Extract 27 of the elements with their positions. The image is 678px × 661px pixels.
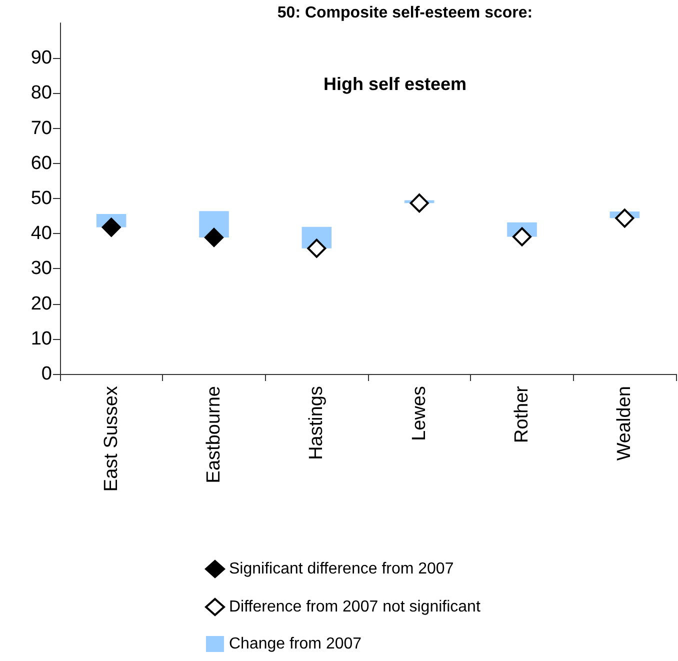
x-tick-label: Hastings: [306, 386, 328, 460]
y-tick-label: 50: [30, 188, 52, 209]
point: [512, 227, 532, 246]
text: High self esteem: [323, 74, 467, 94]
x-tick-label: Lewes: [408, 386, 430, 441]
x-tick-label: Wealden: [614, 386, 636, 461]
x-tick-label: Eastbourne: [204, 386, 224, 484]
y-tick-label: 20: [30, 293, 52, 314]
x-tick-label: East Sussex: [100, 386, 122, 492]
y-tick-label: 60: [30, 152, 52, 174]
x-tick-label: Rother: [512, 385, 532, 444]
y-tick-label: 30: [30, 258, 52, 280]
y-tick-label: 90: [30, 48, 52, 69]
y-tick-label: 70: [30, 118, 52, 139]
legend-label: Change from 2007: [229, 636, 362, 652]
point: [410, 194, 429, 213]
y-tick-label: 0: [41, 364, 52, 384]
point: [615, 208, 634, 228]
point: [204, 228, 224, 247]
legend-label: Significant difference from 2007: [229, 560, 454, 578]
y-tick-label: 80: [30, 82, 52, 104]
point: [307, 238, 326, 258]
point: [102, 218, 121, 237]
y-tick-label: 40: [30, 223, 52, 244]
chart-title: 50: Composite self-esteem score:: [277, 4, 533, 22]
legend-label: Difference from 2007 not significant: [229, 598, 481, 616]
y-tick-label: 10: [30, 328, 52, 350]
